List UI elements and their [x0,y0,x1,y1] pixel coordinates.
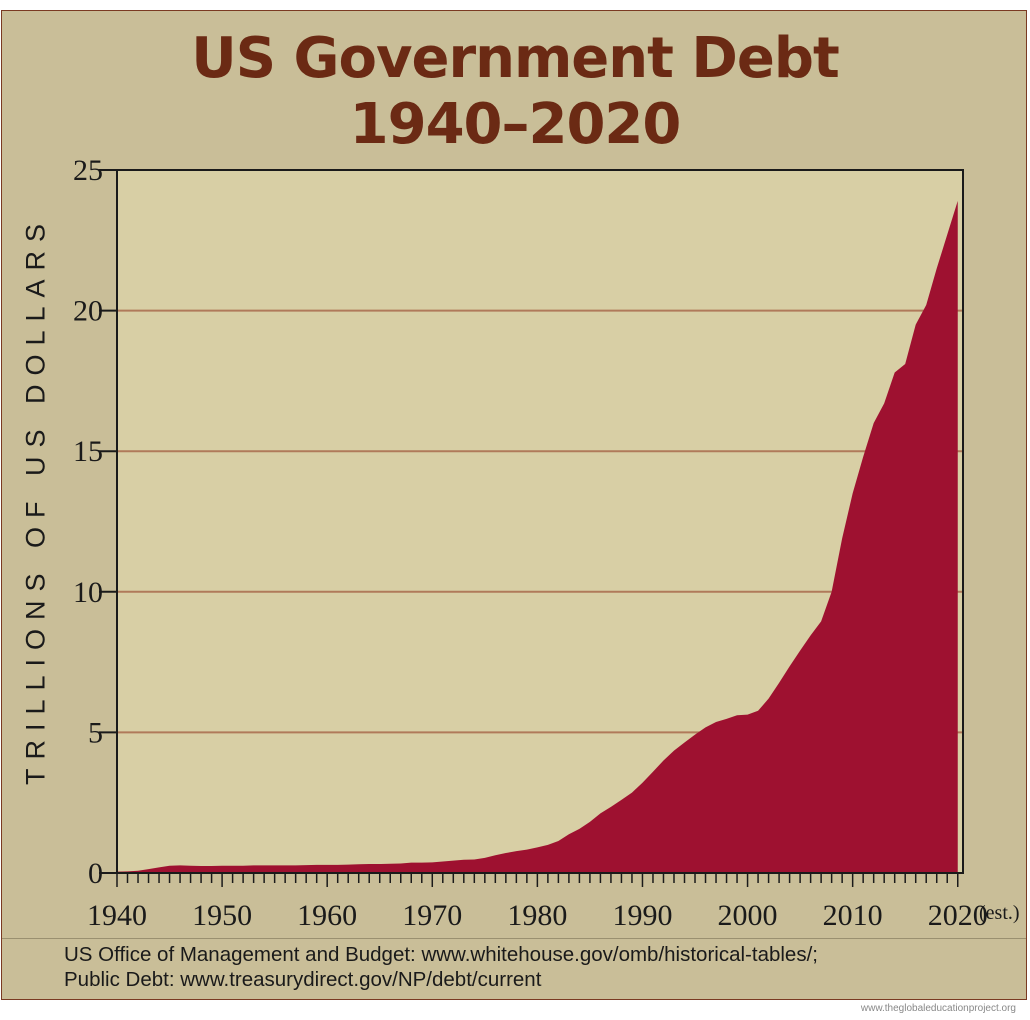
x-tick-label: 2010 [823,899,883,932]
plot-border [116,169,964,874]
y-tick-label: 25 [73,154,103,187]
chart-title-line-1: US Government Debt [191,26,840,91]
watermark: www.theglobaleducationproject.org [860,1003,1016,1014]
x-tick-label: 1970 [402,899,462,932]
footer-divider [2,938,1026,939]
x-tick-label: 1960 [297,899,357,932]
debt-area [117,200,958,873]
x-tick-label: 1940 [87,899,147,932]
y-tick-label: 20 [73,295,103,328]
y-axis: 0 5 10 15 20 25 [73,154,117,890]
y-tick-label: 5 [88,716,103,749]
x-axis: 1940 1950 1960 1970 1980 1990 2000 2010 2020 [87,873,988,932]
estimate-note: (est.) [979,902,1020,924]
x-tick-label: 1990 [612,899,672,932]
y-tick-label: 10 [73,576,103,609]
y-tick-label: 15 [73,435,103,468]
x-tick-label: 1950 [192,899,252,932]
y-tick-label: 0 [88,857,103,890]
source-line-1: US Office of Management and Budget: www.… [64,943,818,966]
x-tick-label: 2020 [928,899,988,932]
source-citation: US Office of Management and Budget: www.… [64,942,1004,992]
x-tick-label: 2000 [718,899,778,932]
source-line-2: Public Debt: www.treasurydirect.gov/NP/d… [64,968,542,991]
chart-title-line-2: 1940–2020 [349,92,682,157]
x-tick-label: 1980 [507,899,567,932]
